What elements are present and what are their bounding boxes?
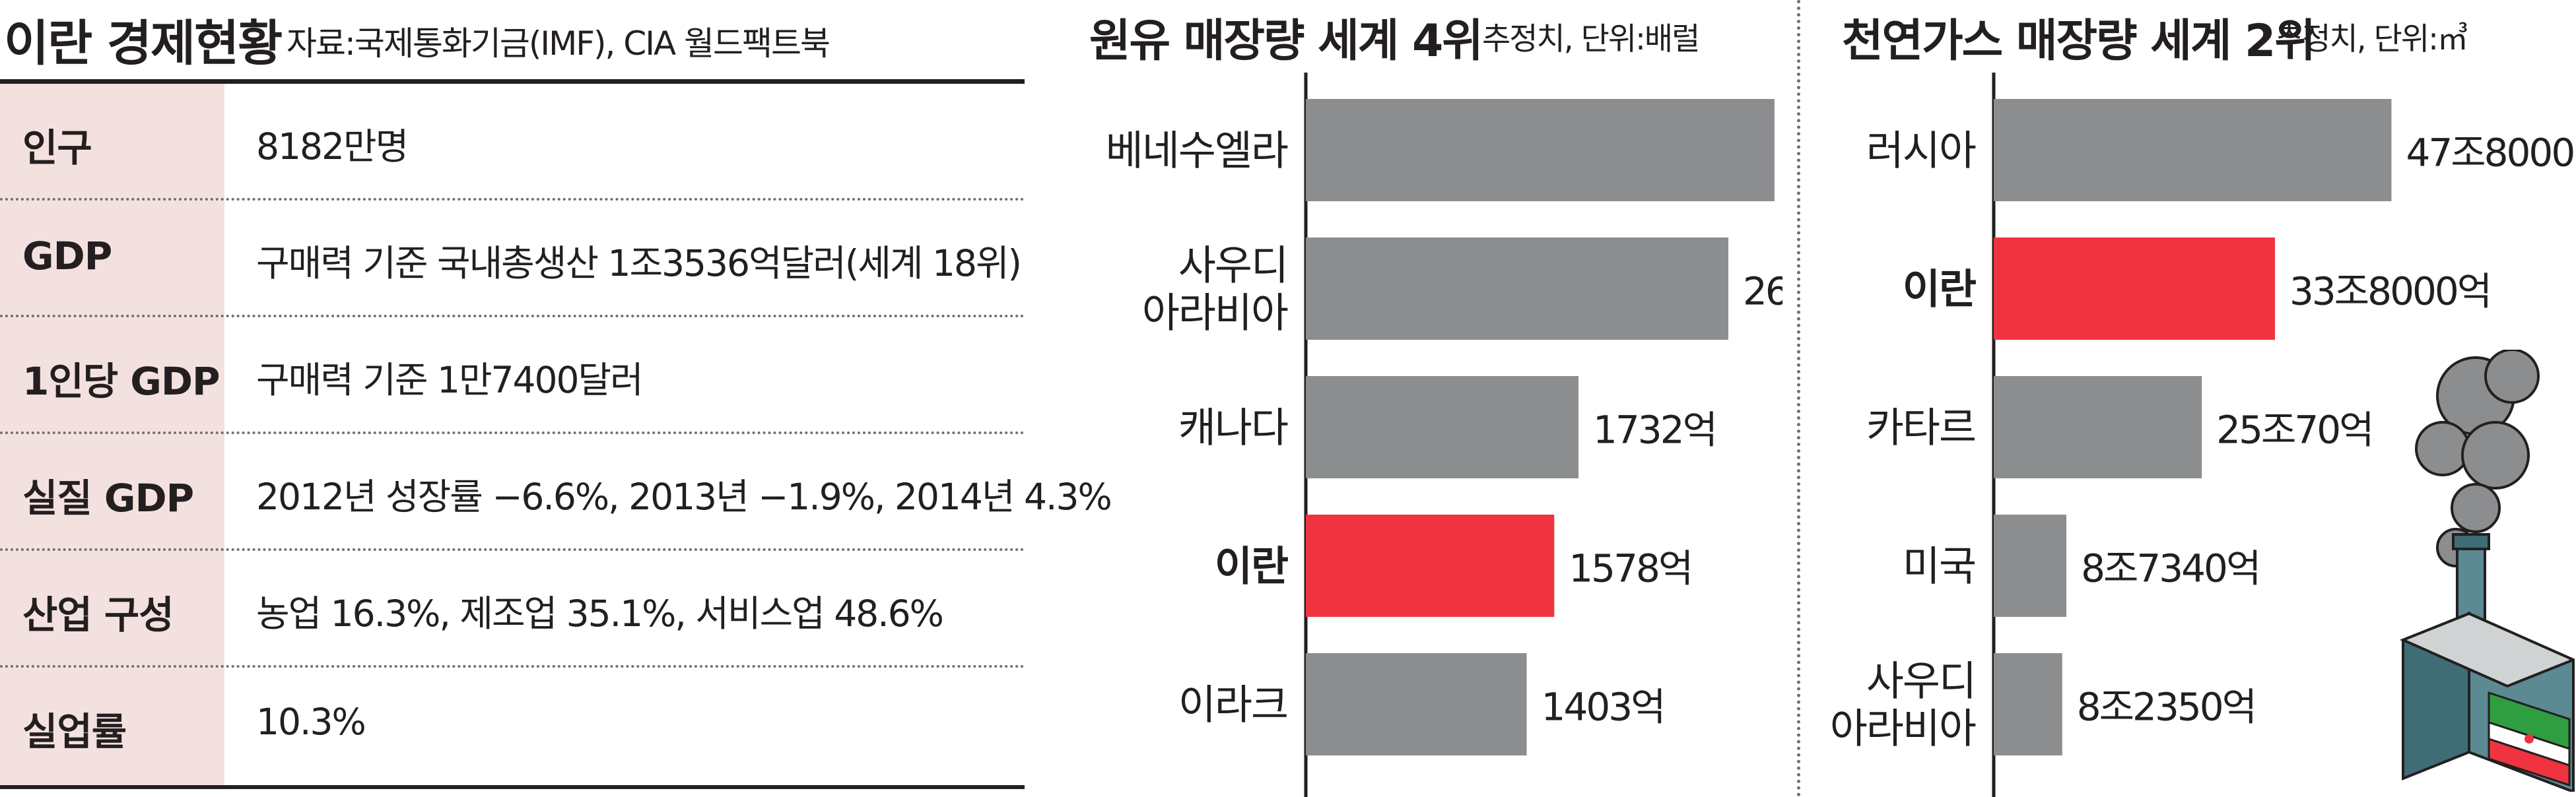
table-row-real-gdp: 실질 GDP 2012년 성장률 −6.6%, 2013년 −1.9%, 201… — [0, 434, 1112, 551]
oil-value-label-4: 1403억 — [1542, 685, 1664, 730]
table-source: 자료:국제통화기금(IMF), CIA 월드팩트북 — [287, 24, 830, 63]
gas-value-label-2: 25조70억 — [2216, 408, 2372, 453]
gas-value-label-3: 8조7340억 — [2081, 546, 2259, 591]
table-label-band — [0, 84, 224, 785]
table-row-unemployment: 실업률 10.3% — [0, 668, 1025, 785]
oil-category-label-2: 캐나다 — [1178, 404, 1288, 452]
oil-bar-0 — [1306, 99, 1775, 201]
row-divider — [0, 315, 1025, 317]
gas-chart-unit: 추정치, 단위:㎥ — [2275, 21, 2468, 57]
row-divider — [0, 548, 1025, 551]
oil-chart-title: 원유 매장량 세계 4위 — [1089, 15, 1483, 67]
gas-category-label-1: 이란 — [1903, 265, 1976, 313]
gas-chart-title: 천연가스 매장량 세계 2위 — [1842, 15, 2316, 67]
table-row-population: 인구 8182만명 — [0, 84, 1025, 201]
gas-category-label-2: 카타르 — [1866, 404, 1975, 452]
row-divider — [0, 198, 1025, 201]
gas-bar-0 — [1994, 99, 2392, 201]
table-top-rule — [0, 79, 1025, 84]
table-title: 이란 경제현황 — [4, 15, 283, 72]
factory-smokestack-icon — [2399, 350, 2575, 792]
gas-value-label-4: 8조2350억 — [2077, 685, 2255, 730]
gas-category-label-3: 미국 — [1903, 542, 1975, 590]
row-value: 8182만명 — [256, 125, 409, 168]
oil-chart-unit: 추정치, 단위:배럴 — [1482, 21, 1700, 57]
gas-bar-4 — [1994, 653, 2062, 755]
row-divider — [0, 665, 1025, 668]
oil-bar-4 — [1306, 653, 1527, 755]
oil-bar-3 — [1306, 515, 1555, 617]
gas-reserves-chart: 47조8000억 러시아 33조8000억 이란 25조70억 카타르 8조7340억 미국 8… — [1830, 73, 2576, 797]
row-label: 실질 GDP — [22, 476, 194, 521]
row-value: 구매력 기준 국내총생산 1조3536억달러(세계 18위) — [256, 242, 1022, 284]
table-row-gdp-per-capita: 1인당 GDP 구매력 기준 1만7400달러 — [0, 317, 1025, 434]
gas-bar-2 — [1994, 376, 2202, 478]
row-value: 2012년 성장률 −6.6%, 2013년 −1.9%, 2014년 4.3% — [256, 476, 1112, 518]
row-value: 농업 16.3%, 제조업 35.1%, 서비스업 48.6% — [256, 592, 944, 635]
row-label: 실업률 — [22, 709, 127, 754]
oil-reserves-chart: 2977억베네수엘라2684억사우디아라비아1732억캐나다1578억이란140… — [1106, 73, 1782, 797]
gas-category-label-0: 러시아 — [1866, 127, 1976, 175]
gas-bar-1 — [1994, 238, 2276, 340]
table-bottom-rule — [0, 785, 1025, 789]
oil-category-label-3: 이란 — [1215, 542, 1288, 590]
oil-category-label-1: 사우디 아라비아 — [1142, 241, 1288, 337]
table-row-gdp: GDP 구매력 기준 국내총생산 1조3536억달러(세계 18위) — [0, 201, 1025, 317]
oil-value-label-1: 2684억 — [1743, 269, 1782, 314]
oil-value-label-3: 1578억 — [1569, 546, 1691, 591]
gas-value-label-1: 33조8000억 — [2289, 269, 2490, 314]
gas-category-label-4: 사우디 아라비아 — [1830, 657, 1976, 753]
row-value: 구매력 기준 1만7400달러 — [256, 359, 644, 401]
row-label: GDP — [22, 234, 112, 278]
gas-bar-3 — [1994, 515, 2067, 617]
row-label: 인구 — [22, 125, 92, 170]
oil-category-label-0: 베네수엘라 — [1106, 127, 1288, 175]
row-value: 10.3% — [256, 701, 366, 743]
oil-category-label-4: 이라크 — [1178, 681, 1287, 729]
row-label: 산업 구성 — [22, 592, 174, 637]
gas-value-label-0: 47조8000억 — [2406, 131, 2576, 175]
chart-separator-dotted — [1797, 0, 1800, 797]
oil-bar-1 — [1306, 238, 1729, 340]
row-label: 1인당 GDP — [22, 359, 220, 404]
oil-value-label-2: 1732억 — [1593, 408, 1716, 453]
iran-flag-icon — [2488, 691, 2571, 787]
oil-bar-2 — [1306, 376, 1579, 478]
table-row-industry: 산업 구성 농업 16.3%, 제조업 35.1%, 서비스업 48.6% — [0, 551, 1025, 668]
row-divider — [0, 431, 1025, 434]
